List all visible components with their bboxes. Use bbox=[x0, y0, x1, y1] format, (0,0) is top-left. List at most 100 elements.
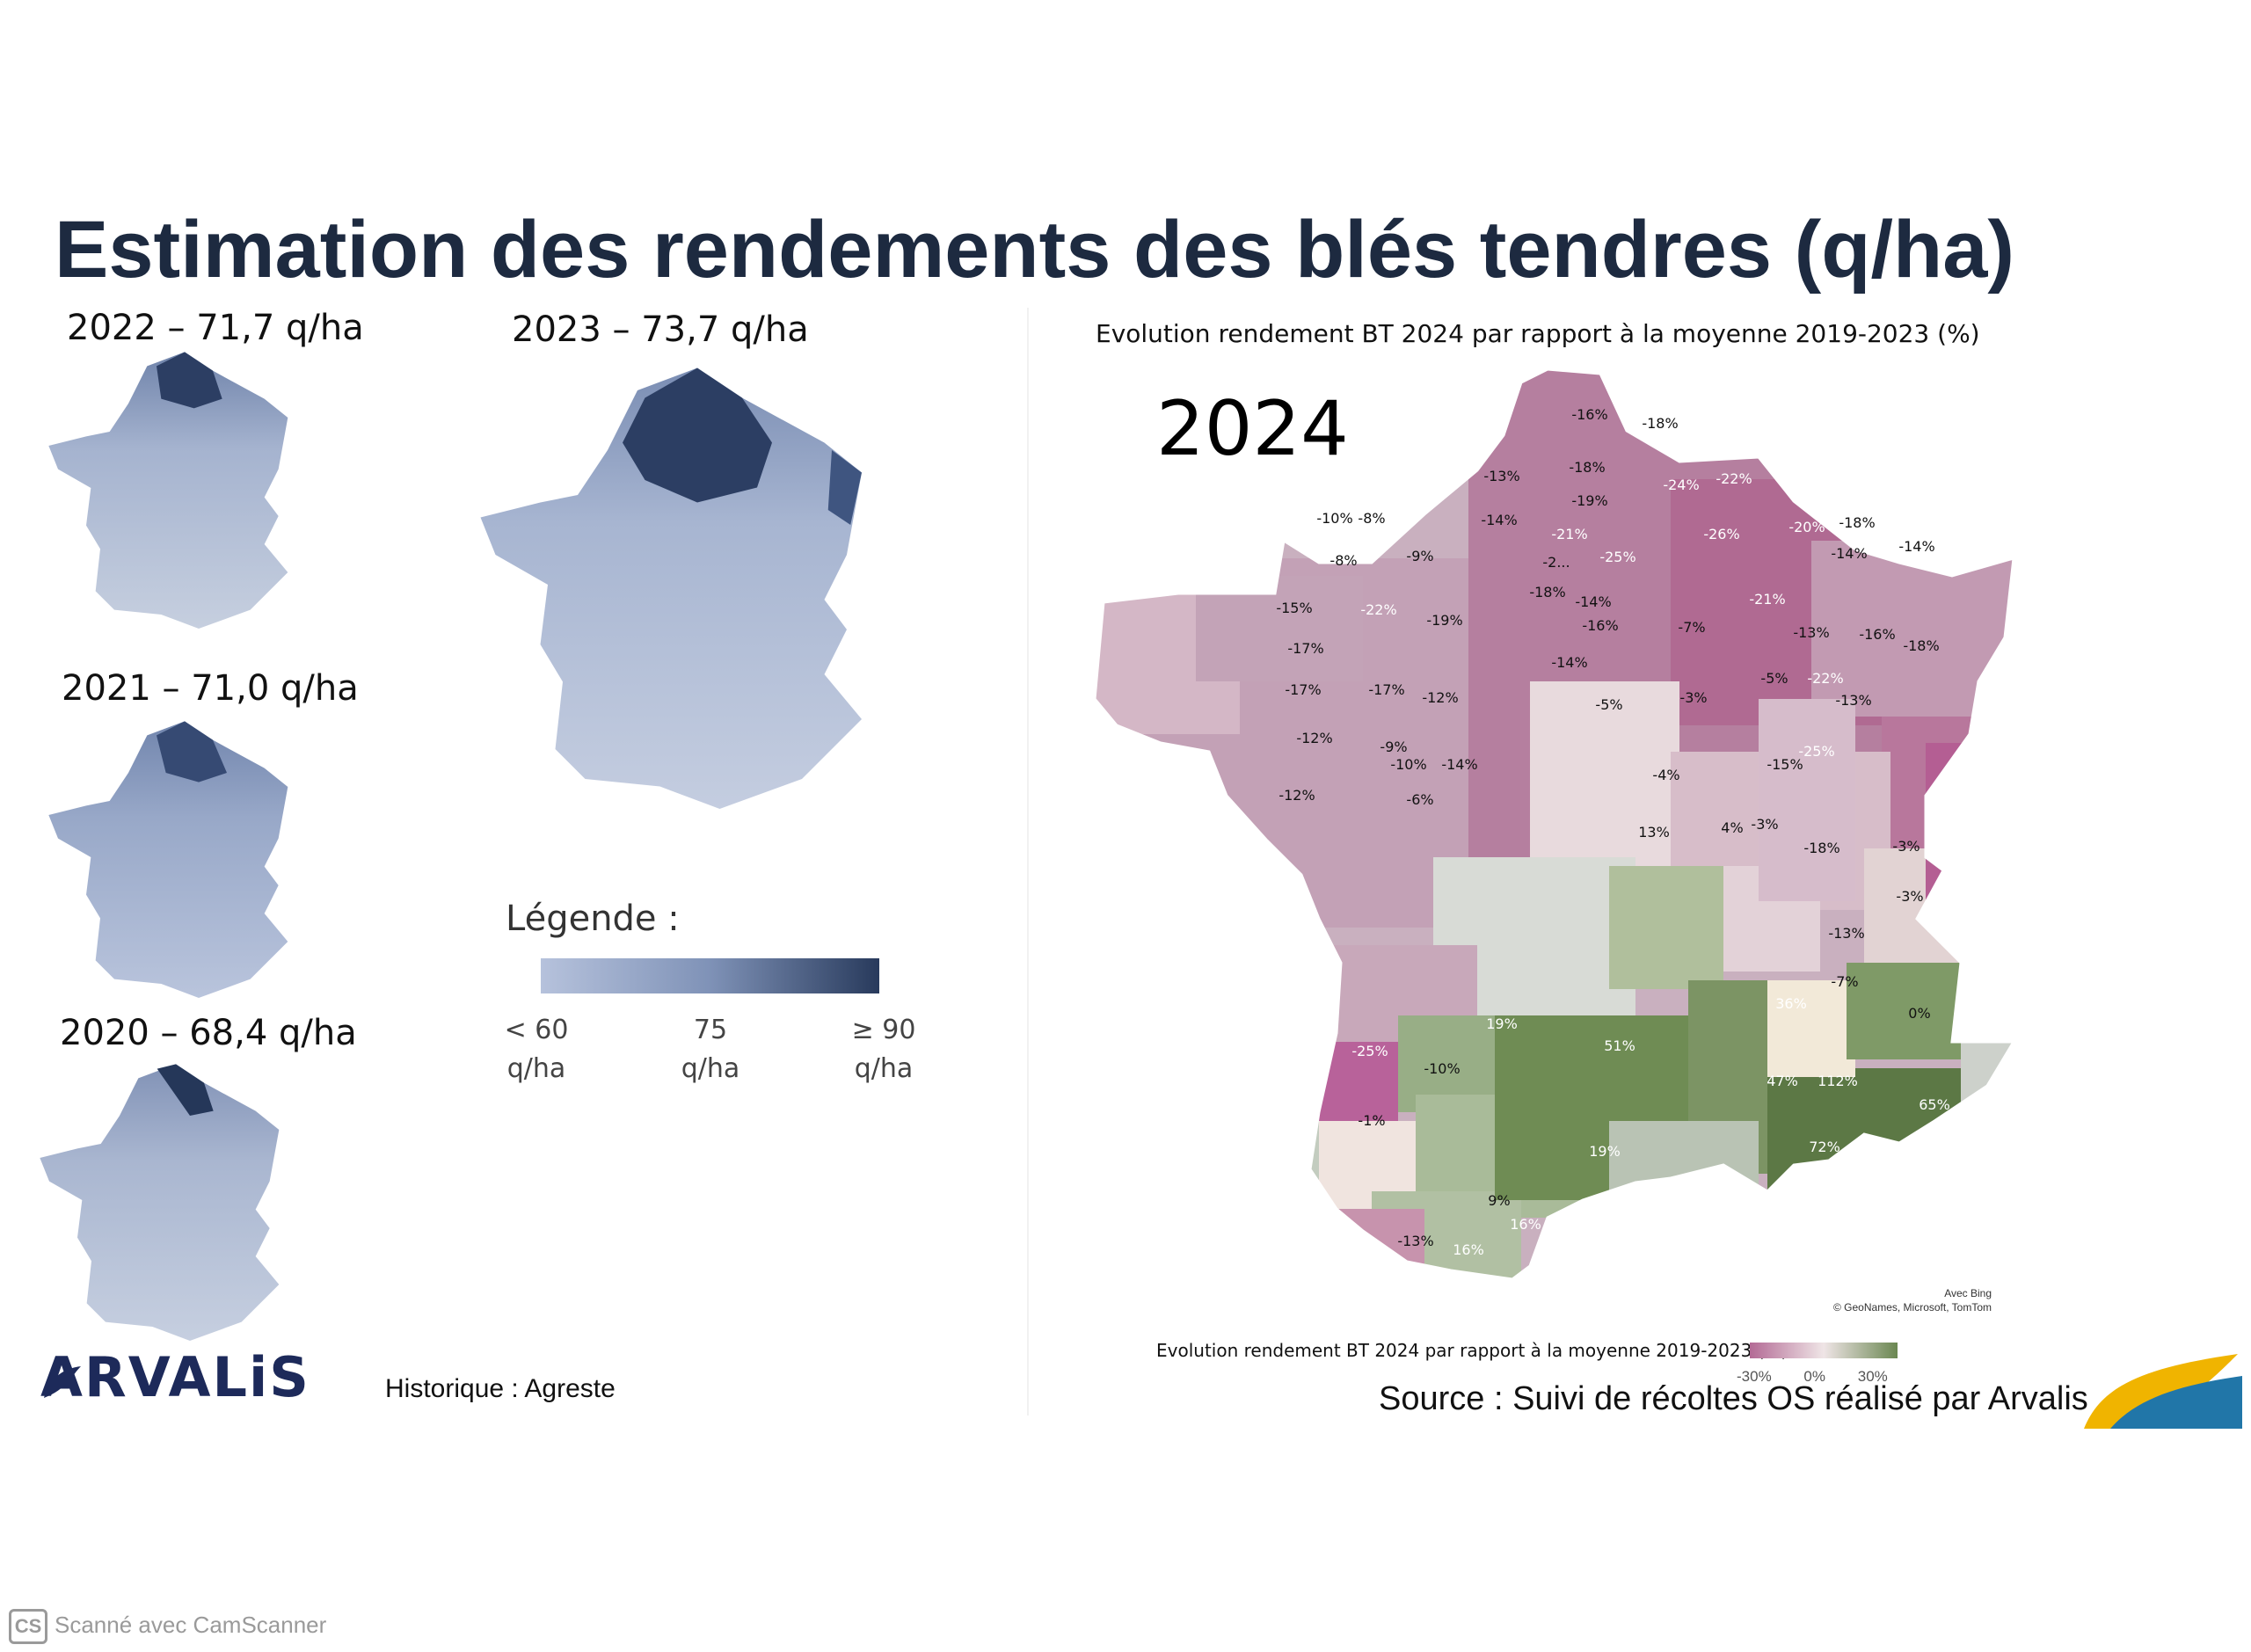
map-2024-labels: -16%-18%-18%-13%-19%-24% -22%-10% -8% -14%-… bbox=[1276, 406, 1949, 1258]
dept-value-label: -3% bbox=[1896, 888, 1923, 905]
dept-value-label: -9% bbox=[1380, 739, 1407, 755]
dept-value-label: -2... bbox=[1542, 554, 1570, 571]
legend-title: Légende : bbox=[506, 899, 680, 939]
map-2022 bbox=[48, 352, 288, 629]
map-2020 bbox=[40, 1064, 280, 1341]
dept-value-label: -6% bbox=[1406, 791, 1433, 808]
dept-value-label: 16% bbox=[1453, 1241, 1484, 1258]
map-2023 bbox=[480, 368, 862, 809]
dept-value-label: -18% bbox=[1903, 637, 1939, 654]
legend-gradient-bar bbox=[541, 958, 879, 993]
arvalis-leaf-icon bbox=[44, 1366, 81, 1398]
dept-value-label: -16% bbox=[1571, 406, 1607, 423]
dept-value-label: -18% bbox=[1569, 459, 1605, 476]
bottom-legend-ticks: -30% 0% 30% bbox=[1737, 1368, 1888, 1386]
map-2021 bbox=[48, 721, 288, 998]
credit-geonames: © GeoNames, Microsoft, TomTom bbox=[1833, 1301, 1992, 1314]
dept-value-label: 72% bbox=[1809, 1139, 1840, 1155]
legend-low: < 60 q/ha bbox=[492, 1011, 580, 1088]
legend-low-value: < 60 bbox=[504, 1015, 569, 1045]
history-note: Historique : Agreste bbox=[385, 1374, 616, 1403]
dept-value-label: -1% bbox=[1358, 1112, 1385, 1129]
dept-value-label: -7% bbox=[1831, 973, 1858, 990]
dept-value-label: -21% bbox=[1551, 526, 1587, 542]
dept-value-label: -18% bbox=[1803, 840, 1839, 856]
dept-value-label: -13% bbox=[1828, 925, 1864, 942]
dept-value-label: 47% bbox=[1767, 1073, 1798, 1089]
caption-2020: 2020 – 68,4 q/ha bbox=[60, 1013, 357, 1053]
dept-value-label: -13% bbox=[1397, 1233, 1433, 1249]
dept-value-label: -26% bbox=[1703, 526, 1739, 542]
dept-value-label: 4% bbox=[1721, 819, 1743, 836]
dept-value-label: 16% bbox=[1510, 1216, 1541, 1233]
dept-value-label: 13% bbox=[1638, 824, 1670, 841]
caption-2022: 2022 – 71,7 q/ha bbox=[67, 308, 364, 348]
dept-value-label: -7% bbox=[1678, 619, 1705, 636]
map-2024-year: 2024 bbox=[1156, 385, 1349, 473]
dept-value-label: -14% bbox=[1898, 538, 1934, 555]
dept-value-label: -22% bbox=[1807, 670, 1843, 687]
dept-value-label: -18% bbox=[1642, 415, 1678, 432]
dept-value-label: -14% bbox=[1831, 545, 1867, 562]
dept-value-label: -22% bbox=[1716, 470, 1752, 487]
dept-value-label: 36% bbox=[1775, 995, 1807, 1012]
dept-value-label: -15% bbox=[1276, 600, 1312, 616]
divider bbox=[1027, 308, 1029, 1415]
legend-high: ≥ 90 q/ha bbox=[840, 1011, 928, 1088]
legend-high-unit: q/ha bbox=[854, 1053, 914, 1084]
dept-value-label: -25% bbox=[1351, 1043, 1388, 1059]
arvalis-logo: ARVALiS bbox=[40, 1345, 310, 1409]
caption-2023: 2023 – 73,7 q/ha bbox=[512, 309, 809, 350]
dept-value-label: -14% bbox=[1481, 512, 1517, 528]
legend-mid: 75 q/ha bbox=[667, 1011, 754, 1088]
dept-value-label: -24% bbox=[1663, 477, 1699, 493]
camscanner-watermark: CS Scanné avec CamScanner bbox=[9, 1609, 326, 1644]
dept-value-label: 9% bbox=[1488, 1192, 1510, 1209]
dept-value-label: -18% bbox=[1529, 584, 1565, 600]
page-title: Estimation des rendements des blés tendr… bbox=[55, 205, 2015, 295]
dept-value-label: -14% bbox=[1551, 654, 1587, 671]
dept-value-label: -8% bbox=[1358, 510, 1385, 527]
arvalis-corner-logo bbox=[2084, 1354, 2242, 1429]
dept-value-label: -8% bbox=[1329, 552, 1357, 569]
dept-value-label: -16% bbox=[1859, 626, 1895, 643]
tick-0: 0% bbox=[1803, 1368, 1825, 1385]
legend-high-value: ≥ 90 bbox=[851, 1015, 916, 1045]
dept-value-label: -22% bbox=[1360, 601, 1396, 618]
dept-value-label: -12% bbox=[1278, 787, 1315, 804]
dept-value-label: -10% bbox=[1390, 756, 1426, 773]
arvalis-logo-text: ARVALiS bbox=[40, 1345, 310, 1409]
dept-value-label: -25% bbox=[1798, 743, 1834, 760]
dept-value-label: -18% bbox=[1839, 514, 1875, 531]
dept-value-label: -19% bbox=[1426, 612, 1462, 629]
dept-value-label: 19% bbox=[1486, 1015, 1518, 1032]
tick-neg30: -30% bbox=[1737, 1368, 1772, 1385]
legend-mid-unit: q/ha bbox=[681, 1053, 740, 1084]
camscanner-badge: CS bbox=[9, 1609, 47, 1644]
dept-value-label: 51% bbox=[1604, 1037, 1635, 1054]
dept-value-label: -12% bbox=[1422, 689, 1458, 706]
dept-value-label: -12% bbox=[1296, 730, 1332, 746]
dept-value-label: -13% bbox=[1483, 468, 1519, 484]
map-2024: -16%-18%-18%-13%-19%-24% -22%-10% -8% -14%-… bbox=[1093, 368, 2016, 1281]
dept-value-label: -9% bbox=[1406, 548, 1433, 564]
dept-value-label: 19% bbox=[1589, 1143, 1621, 1160]
dept-value-label: 0% bbox=[1908, 1005, 1930, 1022]
dept-value-label: -20% bbox=[1788, 519, 1825, 535]
dept-value-label: 112% bbox=[1818, 1073, 1858, 1089]
dept-value-label: -25% bbox=[1599, 549, 1635, 565]
map-credit: Avec Bing © GeoNames, Microsoft, TomTom bbox=[1833, 1286, 1992, 1314]
dept-value-label: -3% bbox=[1892, 838, 1920, 855]
legend-mid-value: 75 bbox=[693, 1015, 728, 1045]
map-2024-title: Evolution rendement BT 2024 par rapport … bbox=[1096, 319, 1980, 348]
dept-value-label: -10% bbox=[1424, 1060, 1460, 1077]
dept-value-label: -19% bbox=[1571, 492, 1607, 509]
credit-bing: Avec Bing bbox=[1944, 1287, 1992, 1299]
dept-value-label: -13% bbox=[1793, 624, 1829, 641]
legend-low-unit: q/ha bbox=[506, 1053, 566, 1084]
dept-value-label: -10% bbox=[1316, 510, 1352, 527]
source-note: Source : Suivi de récoltes OS réalisé pa… bbox=[1379, 1380, 2088, 1417]
dept-value-label: -5% bbox=[1760, 670, 1788, 687]
dept-value-label: 68% bbox=[1897, 1152, 1928, 1168]
camscanner-text: Scanné avec CamScanner bbox=[55, 1612, 327, 1638]
